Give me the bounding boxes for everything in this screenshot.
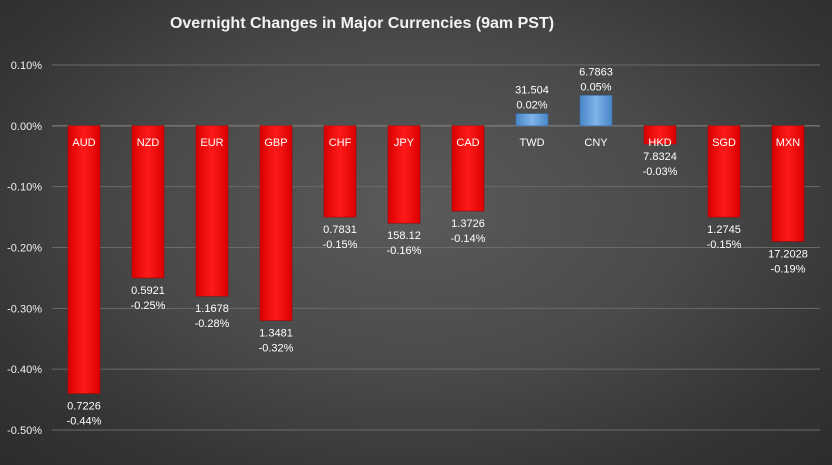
y-tick-label: -0.50% — [7, 425, 42, 437]
category-label-aud: AUD — [72, 137, 95, 149]
category-label-sgd: SGD — [712, 137, 736, 149]
y-tick-label: -0.10% — [7, 182, 42, 194]
bar-hkd — [643, 125, 677, 145]
value-label-jpy: -0.16% — [387, 245, 422, 257]
rate-label-gbp: 1.3481 — [259, 328, 293, 340]
bar-jpy — [387, 125, 421, 224]
bars — [67, 95, 805, 394]
y-tick-label: -0.40% — [7, 364, 42, 376]
value-label-eur: -0.28% — [195, 318, 230, 330]
gridlines — [52, 64, 820, 431]
y-tick-label: -0.30% — [7, 303, 42, 315]
chart-title: Overnight Changes in Major Currencies (9… — [170, 15, 554, 32]
category-label-gbp: GBP — [264, 137, 287, 149]
rate-label-mxn: 17.2028 — [768, 248, 808, 260]
bar-twd — [515, 113, 549, 127]
value-label-sgd: -0.15% — [707, 239, 742, 251]
rate-label-chf: 0.7831 — [323, 224, 357, 236]
category-label-nzd: NZD — [137, 137, 160, 149]
category-label-mxn: MXN — [776, 137, 801, 149]
data-labels: AUD 0.7226 -0.44% NZD 0.5921 -0.25% EUR 1.1678 -… — [67, 66, 808, 427]
rate-label-cad: 1.3726 — [451, 218, 485, 230]
y-tick-label: 0.10% — [11, 60, 42, 72]
bar-nzd — [131, 125, 165, 279]
bar-chf — [323, 125, 357, 218]
rate-label-jpy: 158.12 — [387, 230, 421, 242]
category-label-jpy: JPY — [394, 137, 415, 149]
category-label-twd: TWD — [519, 137, 544, 149]
rate-label-nzd: 0.5921 — [131, 285, 165, 297]
value-label-cny: 0.05% — [580, 81, 611, 93]
rate-label-aud: 0.7226 — [67, 401, 101, 413]
value-label-aud: -0.44% — [67, 416, 102, 428]
rate-label-sgd: 1.2745 — [707, 224, 741, 236]
bar-eur — [195, 125, 229, 297]
category-label-eur: EUR — [200, 137, 223, 149]
y-axis-ticks: 0.10% 0.00% -0.10% -0.20% -0.30% -0.40% -0.50% — [7, 60, 42, 437]
bar-mxn — [771, 125, 805, 242]
rate-label-twd: 31.504 — [515, 85, 549, 97]
bar-gbp — [259, 125, 293, 321]
category-label-chf: CHF — [329, 137, 352, 149]
rate-label-eur: 1.1678 — [195, 303, 229, 315]
value-label-nzd: -0.25% — [131, 300, 166, 312]
value-label-hkd: -0.03% — [643, 166, 678, 178]
category-label-hkd: HKD — [648, 137, 671, 149]
bar-sgd — [707, 125, 741, 218]
bar-cad — [451, 125, 485, 212]
value-label-twd: 0.02% — [516, 100, 547, 112]
rate-label-cny: 6.7863 — [579, 66, 613, 78]
y-tick-label: 0.00% — [11, 121, 42, 133]
bar-cny — [579, 95, 613, 127]
value-label-mxn: -0.19% — [771, 263, 806, 275]
value-label-cad: -0.14% — [451, 233, 486, 245]
category-label-cad: CAD — [456, 137, 479, 149]
value-label-chf: -0.15% — [323, 239, 358, 251]
category-label-cny: CNY — [584, 137, 608, 149]
y-tick-label: -0.20% — [7, 243, 42, 255]
bar-aud — [67, 125, 101, 394]
rate-label-hkd: 7.8324 — [643, 151, 677, 163]
value-label-gbp: -0.32% — [259, 343, 294, 355]
